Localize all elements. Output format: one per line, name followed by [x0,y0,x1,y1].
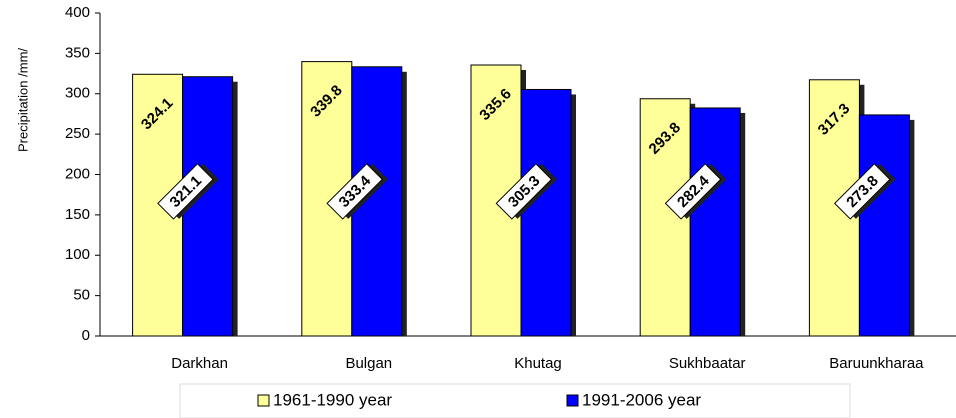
y-tick-label: 0 [82,327,90,344]
value-label-box [833,163,891,220]
legend-box [179,383,851,418]
bar [858,114,910,337]
bar [689,107,741,337]
value-label-box [495,163,553,220]
x-tick-label: Darkhan [171,355,228,372]
bar [520,88,572,337]
x-tick-label: Sukhbaatar [669,355,746,372]
bar [808,79,860,337]
legend-label: 1991-2006 year [582,390,701,409]
legend-swatch [257,394,270,407]
x-tick-label: Baruunkharaa [829,355,924,372]
y-tick-label: 350 [65,44,90,61]
value-label-box [664,163,722,220]
y-tick-label: 150 [65,206,90,223]
value-label-box [326,163,383,220]
y-tick-label: 250 [65,125,90,142]
value-label-box [157,163,214,220]
y-tick-label: 300 [65,85,90,102]
x-tick-label: Bulgan [345,355,392,372]
y-tick-label: 100 [65,246,90,263]
y-tick-label: 50 [73,287,90,304]
y-tick-label: 200 [65,165,90,182]
legend-swatch [566,394,579,407]
y-tick-label: 400 [65,4,90,21]
x-tick-label: Khutag [514,355,562,372]
y-axis-label: Precipitation /mm/ [15,48,30,152]
legend-label: 1961-1990 year [273,390,392,409]
